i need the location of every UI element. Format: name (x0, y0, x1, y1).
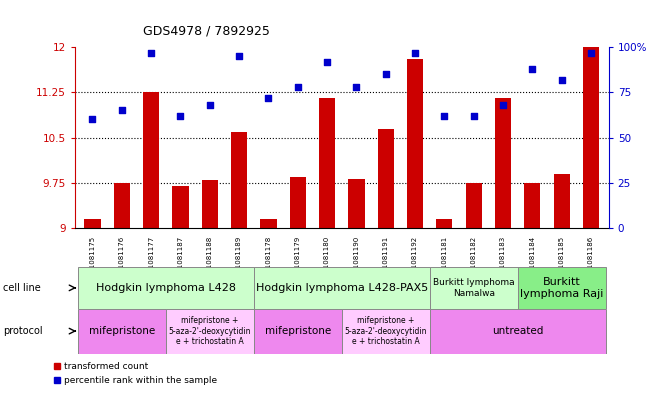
Text: cell line: cell line (3, 283, 41, 293)
Bar (78, 309, 166, 354)
Text: Burkitt
lymphoma Raji: Burkitt lymphoma Raji (520, 277, 603, 299)
Point (439, 113, 450, 119)
Bar (143, 92, 159, 228)
Bar (260, 219, 277, 228)
Point (410, 50, 421, 56)
Point (381, 71, 391, 77)
Bar (430, 309, 605, 354)
Point (322, 59, 332, 65)
Point (586, 50, 596, 56)
Point (204, 102, 215, 108)
Text: mifepristone +
5-aza-2'-deoxycytidin
e + trichostatin A: mifepristone + 5-aza-2'-deoxycytidin e +… (344, 316, 427, 346)
Bar (348, 178, 365, 228)
Legend: transformed count, percentile rank within the sample: transformed count, percentile rank withi… (50, 359, 220, 389)
Point (292, 84, 303, 90)
Text: protocol: protocol (3, 326, 43, 336)
Point (146, 50, 156, 56)
Bar (524, 183, 540, 228)
Text: GDS4978 / 7892925: GDS4978 / 7892925 (143, 24, 270, 37)
Bar (202, 180, 218, 228)
Text: Burkitt lymphoma
Namalwa: Burkitt lymphoma Namalwa (433, 278, 514, 298)
Bar (231, 132, 247, 228)
Text: mifepristone: mifepristone (89, 326, 155, 336)
Point (557, 77, 567, 83)
Point (87, 116, 98, 123)
Point (117, 107, 127, 114)
Text: Hodgkin lymphoma L428-PAX5: Hodgkin lymphoma L428-PAX5 (256, 283, 428, 293)
Bar (554, 174, 570, 228)
Text: Hodgkin lymphoma L428: Hodgkin lymphoma L428 (96, 283, 236, 293)
Bar (114, 183, 130, 228)
Bar (518, 267, 605, 309)
Bar (430, 267, 518, 309)
Bar (254, 267, 430, 309)
Bar (78, 267, 254, 309)
Bar (378, 129, 394, 228)
Bar (407, 59, 423, 228)
Text: untreated: untreated (492, 326, 544, 336)
Bar (436, 219, 452, 228)
Text: mifepristone +
5-aza-2'-deoxycytidin
e + trichostatin A: mifepristone + 5-aza-2'-deoxycytidin e +… (169, 316, 251, 346)
Bar (495, 98, 511, 228)
Point (352, 84, 362, 90)
Bar (173, 186, 189, 228)
Point (498, 102, 508, 108)
Text: mifepristone: mifepristone (265, 326, 331, 336)
Bar (166, 309, 254, 354)
Point (175, 113, 186, 119)
Point (263, 95, 273, 101)
Bar (465, 183, 482, 228)
Bar (290, 177, 306, 228)
Point (469, 113, 479, 119)
Bar (254, 309, 342, 354)
Bar (85, 219, 100, 228)
Bar (319, 98, 335, 228)
Bar (342, 309, 430, 354)
Bar (583, 47, 599, 228)
Point (234, 53, 244, 59)
Point (527, 66, 538, 72)
